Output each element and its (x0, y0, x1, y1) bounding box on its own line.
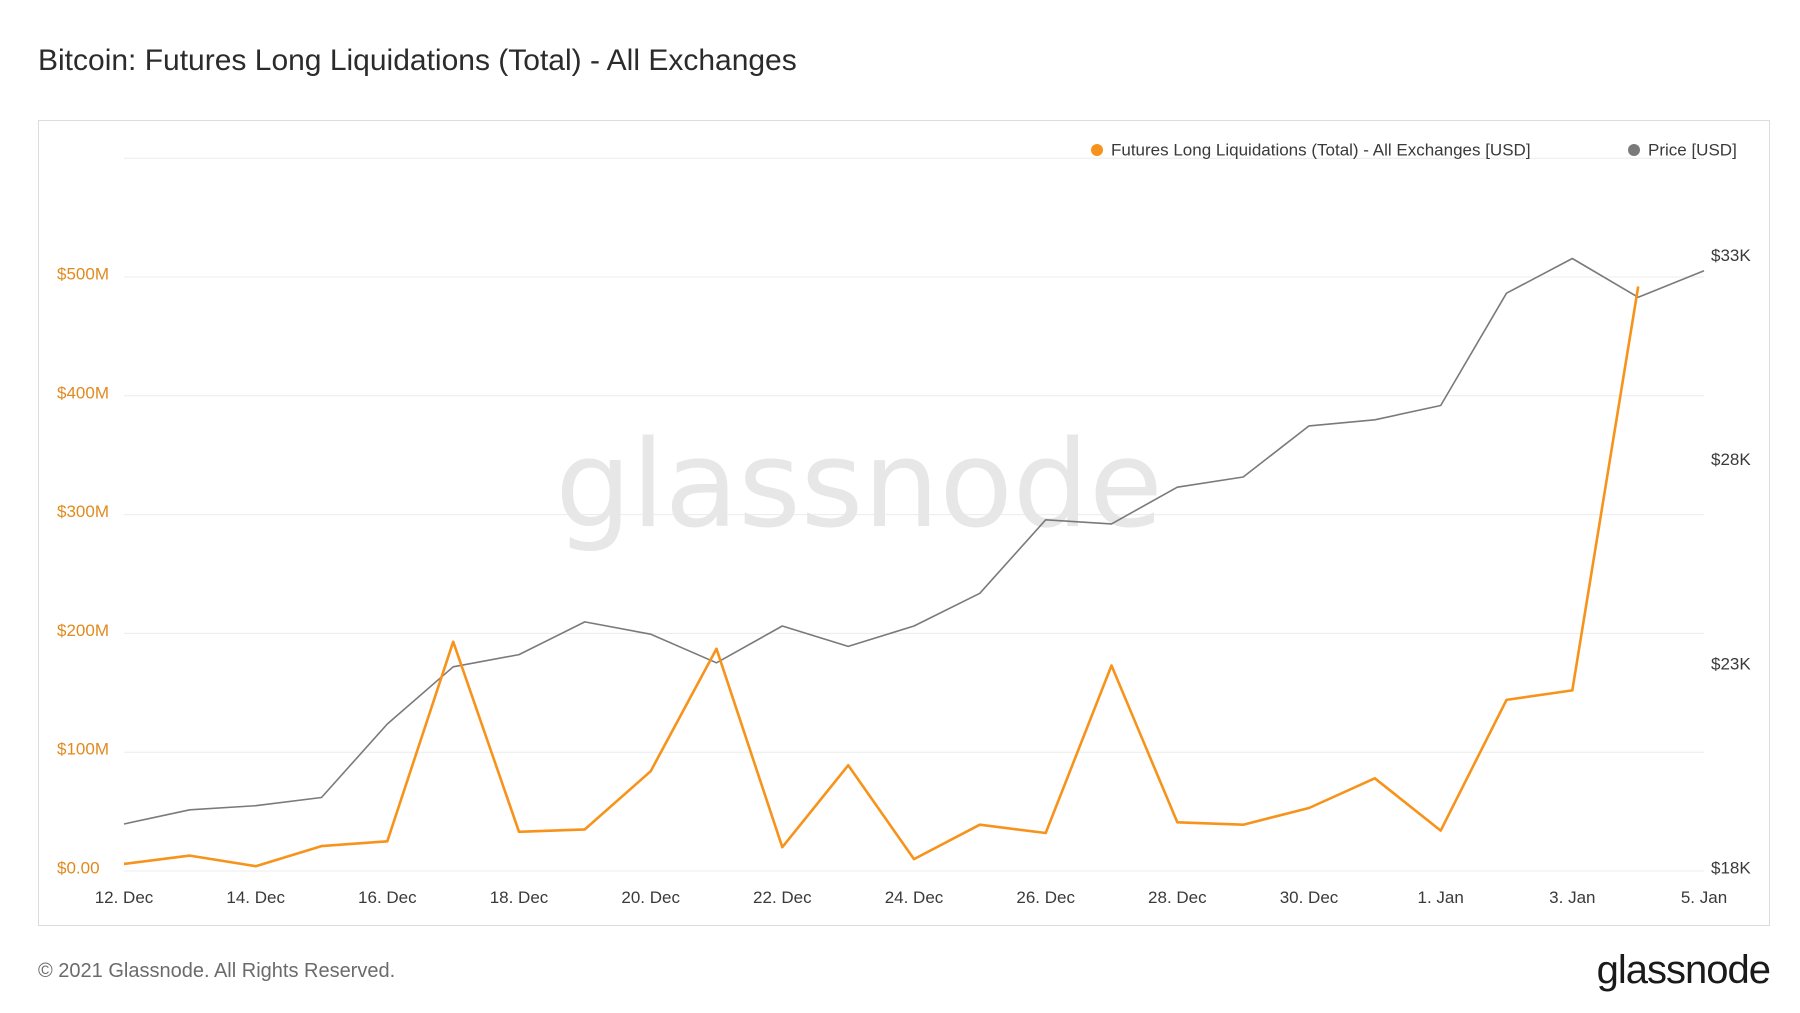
liquidation-point[interactable] (1504, 697, 1510, 703)
price-point[interactable] (845, 643, 851, 649)
x-tick-label: 12. Dec (95, 888, 154, 907)
liquidation-point[interactable] (187, 853, 193, 859)
liquidation-point[interactable] (1569, 687, 1575, 693)
liquidation-point[interactable] (845, 762, 851, 768)
y-left-tick-label: $100M (57, 740, 109, 759)
series-line-price[interactable] (123, 257, 1705, 825)
x-tick-label: 28. Dec (1148, 888, 1207, 907)
y-right-tick-label: $33K (1711, 246, 1751, 265)
legend[interactable]: Futures Long Liquidations (Total) - All … (1091, 140, 1737, 159)
chart-canvas[interactable]: glassnode $0.00 $100M $200M $300M $400M $500M… (39, 121, 1771, 927)
x-tick-label: 14. Dec (226, 888, 285, 907)
liquidation-point[interactable] (779, 844, 785, 850)
liquidation-point[interactable] (450, 639, 456, 645)
price-point[interactable] (319, 795, 325, 801)
liquidation-point[interactable] (977, 822, 983, 828)
liquidation-point[interactable] (1109, 662, 1115, 668)
liquidation-point[interactable] (582, 826, 588, 832)
liquidation-point[interactable] (1240, 822, 1246, 828)
price-point[interactable] (253, 803, 259, 809)
liquidation-point[interactable] (253, 863, 259, 869)
price-point[interactable] (1701, 268, 1707, 274)
price-point[interactable] (582, 619, 588, 625)
price-point[interactable] (648, 631, 654, 637)
footer-copyright: © 2021 Glassnode. All Rights Reserved. (38, 960, 396, 982)
y-left-tick-label: $300M (57, 502, 109, 521)
x-tick-label: 18. Dec (490, 888, 549, 907)
price-point[interactable] (1240, 474, 1246, 480)
x-tick-label: 1. Jan (1418, 888, 1464, 907)
legend-label: Futures Long Liquidations (Total) - All … (1111, 140, 1531, 159)
x-tick-label: 16. Dec (358, 888, 417, 907)
liquidation-point[interactable] (121, 861, 127, 867)
chart-frame: glassnode $0.00 $100M $200M $300M $400M $500M… (38, 120, 1770, 926)
y-right-tick-label: $28K (1711, 450, 1751, 469)
liquidation-point[interactable] (911, 856, 917, 862)
legend-label: Price [USD] (1648, 140, 1737, 159)
price-point[interactable] (1109, 521, 1115, 527)
price-point[interactable] (187, 807, 193, 813)
liquidation-point[interactable] (1306, 805, 1312, 811)
x-tick-label: 24. Dec (885, 888, 944, 907)
price-point[interactable] (1306, 423, 1312, 429)
y-left-tick-label: $200M (57, 621, 109, 640)
price-point[interactable] (1504, 290, 1510, 296)
price-point[interactable] (1174, 484, 1180, 490)
legend-marker (1628, 144, 1640, 156)
price-point[interactable] (977, 590, 983, 596)
legend-item-price[interactable]: Price [USD] (1628, 140, 1737, 159)
liquidation-point[interactable] (1438, 828, 1444, 834)
price-point[interactable] (911, 623, 917, 629)
liquidation-point[interactable] (648, 768, 654, 774)
price-point[interactable] (1635, 294, 1641, 300)
watermark: glassnode (555, 416, 1163, 555)
y-left-tick-label: $400M (57, 383, 109, 402)
y-axis-right: $18K $23K $28K $33K (1711, 246, 1751, 878)
price-point[interactable] (516, 652, 522, 658)
liquidation-point[interactable] (1174, 819, 1180, 825)
x-tick-label: 20. Dec (621, 888, 680, 907)
liquidation-point[interactable] (384, 838, 390, 844)
price-point[interactable] (1372, 417, 1378, 423)
liquidation-point[interactable] (1372, 775, 1378, 781)
x-axis: 12. Dec 14. Dec 16. Dec 18. Dec 20. Dec 22. D… (95, 888, 1727, 907)
price-point[interactable] (384, 721, 390, 727)
x-tick-label: 26. Dec (1016, 888, 1075, 907)
price-point[interactable] (121, 821, 127, 827)
legend-marker (1091, 144, 1103, 156)
grid-layer (124, 157, 1704, 872)
liquidation-point[interactable] (319, 843, 325, 849)
price-point[interactable] (1438, 403, 1444, 409)
price-point[interactable] (1043, 517, 1049, 523)
x-tick-label: 3. Jan (1549, 888, 1595, 907)
legend-item-liquidations[interactable]: Futures Long Liquidations (Total) - All … (1091, 140, 1531, 159)
y-axis-left: $0.00 $100M $200M $300M $400M $500M (57, 264, 109, 877)
y-right-tick-label: $23K (1711, 654, 1751, 673)
series-line-liquidations[interactable] (123, 286, 1640, 868)
price-point[interactable] (714, 660, 720, 666)
price-point[interactable] (779, 623, 785, 629)
liquidation-point[interactable] (1635, 284, 1641, 290)
liquidation-point[interactable] (714, 646, 720, 652)
y-left-tick-label: $500M (57, 264, 109, 283)
y-right-tick-label: $18K (1711, 858, 1751, 877)
page-title: Bitcoin: Futures Long Liquidations (Tota… (38, 44, 797, 77)
x-tick-label: 22. Dec (753, 888, 812, 907)
x-tick-label: 5. Jan (1681, 888, 1727, 907)
series-layer (121, 256, 1707, 869)
y-left-tick-label: $0.00 (57, 858, 100, 877)
x-tick-label: 30. Dec (1280, 888, 1339, 907)
liquidation-point[interactable] (1043, 830, 1049, 836)
liquidation-point[interactable] (516, 829, 522, 835)
price-point[interactable] (450, 664, 456, 670)
glassnode-logo[interactable]: glassnode (1596, 948, 1771, 992)
price-point[interactable] (1569, 256, 1575, 262)
